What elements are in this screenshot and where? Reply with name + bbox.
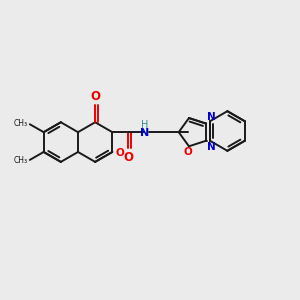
Text: O: O (90, 90, 100, 104)
Text: H: H (141, 120, 149, 130)
Text: N: N (140, 128, 150, 138)
Text: O: O (184, 147, 192, 157)
Text: N: N (207, 142, 215, 152)
Text: O: O (115, 148, 124, 158)
Text: O: O (123, 151, 133, 164)
Text: CH₃: CH₃ (14, 119, 28, 128)
Text: CH₃: CH₃ (14, 156, 28, 165)
Text: N: N (207, 112, 215, 122)
